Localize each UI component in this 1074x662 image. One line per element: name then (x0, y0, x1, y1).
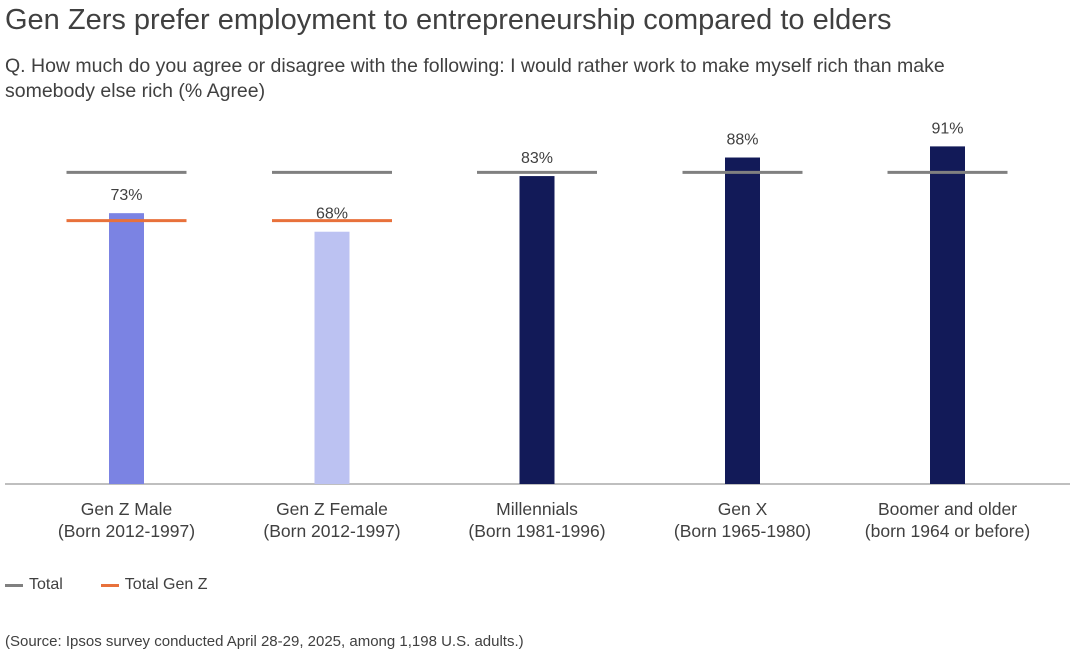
data-label-4: 91% (931, 120, 963, 137)
source-note: (Source: Ipsos survey conducted April 28… (5, 633, 524, 650)
category-label-1-line-0: Gen Z Female (276, 499, 388, 519)
bar-3 (725, 157, 760, 484)
chart-title: Gen Zers prefer employment to entreprene… (5, 4, 892, 36)
bar-4 (930, 146, 965, 484)
data-label-2: 83% (521, 150, 553, 167)
legend-label-total: Total (29, 576, 63, 593)
data-label-0: 73% (110, 187, 142, 204)
legend-swatch-total-gen-z (100, 583, 119, 587)
category-label-4-line-0: Boomer and older (878, 499, 1017, 519)
data-label-1: 68% (316, 206, 348, 223)
legend-item-total: Total (5, 576, 63, 594)
bar-2 (519, 176, 555, 484)
data-label-3: 88% (726, 132, 758, 149)
category-label-0-line-0: Gen Z Male (81, 499, 172, 519)
legend-item-total-gen-z: Total Gen Z (100, 576, 208, 594)
category-label-3-line-1: (Born 1965-1980) (674, 521, 811, 541)
category-label-3-line-0: Gen X (718, 499, 768, 519)
bar-1 (314, 231, 350, 484)
category-label-2-line-0: Millennials (496, 499, 578, 519)
legend: Total Total Gen Z (5, 576, 246, 594)
legend-label-total-gen-z: Total Gen Z (124, 576, 208, 593)
category-label-2-line-1: (Born 1981-1996) (468, 521, 605, 541)
chart-subtitle: Q. How much do you agree or disagree wit… (5, 55, 945, 102)
legend-swatch-total (5, 583, 23, 587)
bar-0 (109, 213, 144, 485)
category-label-4-line-1: (born 1964 or before) (865, 521, 1030, 541)
category-label-1-line-1: (Born 2012-1997) (263, 521, 400, 541)
category-label-0-line-1: (Born 2012-1997) (58, 521, 195, 541)
